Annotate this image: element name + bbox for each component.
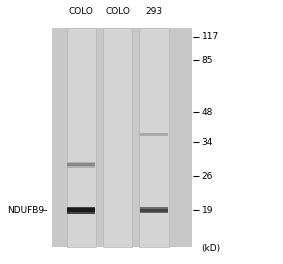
Text: 26: 26 bbox=[202, 172, 213, 181]
Text: COLO: COLO bbox=[105, 7, 130, 16]
Text: COLO: COLO bbox=[69, 7, 94, 16]
Text: (kD): (kD) bbox=[202, 244, 221, 253]
Bar bbox=[140, 209, 168, 212]
Text: 293: 293 bbox=[145, 7, 163, 16]
Bar bbox=[103, 27, 132, 247]
Bar bbox=[67, 162, 95, 168]
Bar bbox=[140, 27, 169, 247]
Text: 85: 85 bbox=[202, 56, 213, 65]
Bar bbox=[140, 133, 168, 137]
Text: NDUFB9: NDUFB9 bbox=[7, 206, 44, 215]
Bar bbox=[67, 163, 95, 166]
Text: 34: 34 bbox=[202, 138, 213, 147]
Text: 19: 19 bbox=[202, 206, 213, 215]
Bar bbox=[67, 207, 95, 214]
Text: --: -- bbox=[41, 206, 48, 215]
Bar bbox=[140, 134, 168, 136]
Bar bbox=[67, 208, 95, 212]
Bar bbox=[67, 27, 96, 247]
Text: 48: 48 bbox=[202, 108, 213, 117]
Bar bbox=[140, 208, 168, 213]
Bar bbox=[52, 27, 192, 247]
Text: 117: 117 bbox=[202, 32, 219, 41]
